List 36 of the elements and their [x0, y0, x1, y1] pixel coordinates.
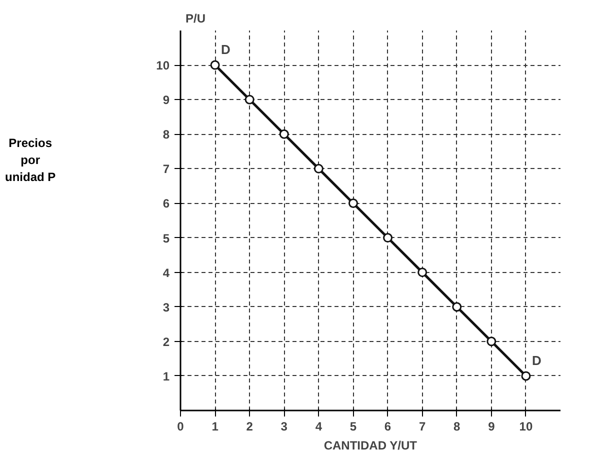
point: [383, 233, 393, 243]
y-tick-label: 8: [162, 128, 170, 142]
x-tick-label: 8: [454, 420, 461, 434]
y-tick-label: 10: [156, 58, 170, 73]
y-tick-label: 6: [162, 196, 170, 211]
x-tick-label: 1: [212, 420, 219, 434]
y-tick-label: 2: [162, 334, 170, 349]
point: [314, 164, 324, 174]
x-tick-label: 6: [384, 420, 392, 434]
x-tick-label: 2: [246, 420, 254, 434]
x-axis-title: CANTIDAD Y/UT: [324, 438, 418, 452]
point: [418, 268, 428, 278]
point: [348, 198, 358, 208]
y-tick-label: 1: [162, 369, 170, 384]
point: [486, 336, 496, 346]
x-tick-label: 3: [280, 420, 288, 434]
point: [244, 94, 254, 104]
y-tick-label: 3: [162, 300, 170, 314]
point: [521, 371, 531, 381]
x-tick-label: 9: [488, 420, 496, 434]
y-tick-label: 5: [162, 231, 170, 246]
x-tick-label: 4: [315, 420, 322, 434]
x-tick-label: 7: [418, 420, 426, 434]
point: [210, 60, 220, 70]
y-tick-label: 4: [162, 266, 170, 280]
x-tick-label: 0: [177, 420, 184, 434]
y-axis-title: P/U: [186, 12, 206, 26]
point: [452, 302, 462, 312]
point: [279, 129, 289, 139]
annotation: D: [221, 42, 230, 58]
x-tick-label: 10: [519, 420, 533, 434]
annotation: D: [532, 352, 542, 368]
text: Precios por unidad P: [5, 135, 56, 186]
x-tick-label: 5: [350, 420, 357, 434]
y-tick-label: 7: [162, 162, 170, 176]
y-tick-label: 9: [162, 93, 170, 108]
